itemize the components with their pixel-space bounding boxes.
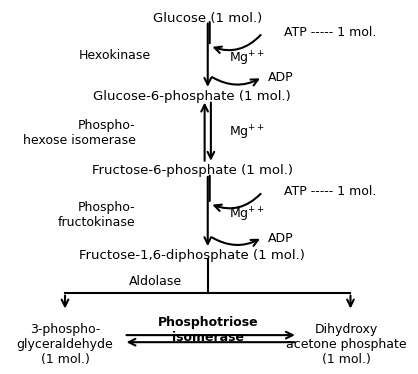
Text: ADP: ADP [268,232,294,245]
Text: Mg$^{++}$: Mg$^{++}$ [229,206,265,224]
Text: Mg$^{++}$: Mg$^{++}$ [229,124,265,142]
Text: Mg$^{++}$: Mg$^{++}$ [229,50,265,68]
Text: Hexokinase: Hexokinase [79,49,151,62]
Text: Glucose (1 mol.): Glucose (1 mol.) [153,12,263,25]
Text: Dihydroxy
acetone phosphate
(1 mol.): Dihydroxy acetone phosphate (1 mol.) [286,323,407,366]
Text: Aldolase: Aldolase [129,275,182,288]
Text: ATP ----- 1 mol.: ATP ----- 1 mol. [284,27,376,39]
Text: Phosphotriose
isomerase: Phosphotriose isomerase [158,316,258,344]
Text: Phospho-
fructokinase: Phospho- fructokinase [58,201,135,229]
Text: Fructose-1,6-diphosphate (1 mol.): Fructose-1,6-diphosphate (1 mol.) [79,249,305,262]
Text: Phospho-
hexose isomerase: Phospho- hexose isomerase [23,119,135,147]
Text: ATP ----- 1 mol.: ATP ----- 1 mol. [284,186,376,198]
Text: ADP: ADP [268,71,294,84]
Text: 3-phospho-
glyceraldehyde
(1 mol.): 3-phospho- glyceraldehyde (1 mol.) [17,323,113,366]
Text: Fructose-6-phosphate (1 mol.): Fructose-6-phosphate (1 mol.) [92,164,293,177]
Text: Glucose-6-phosphate (1 mol.): Glucose-6-phosphate (1 mol.) [93,89,291,102]
